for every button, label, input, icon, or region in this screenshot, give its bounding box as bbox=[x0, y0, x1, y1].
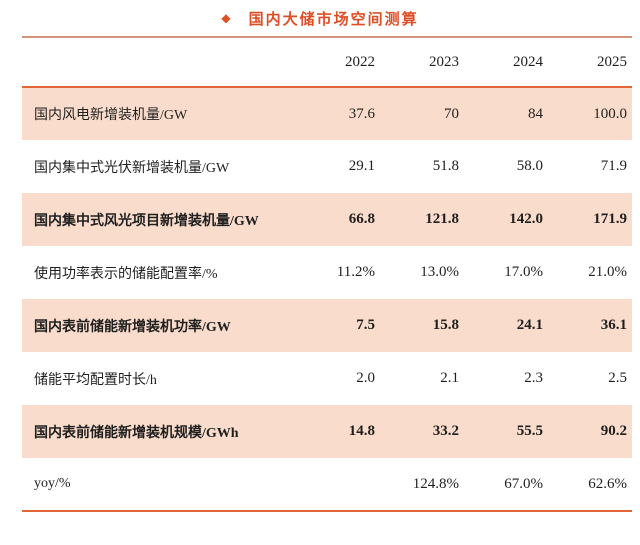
table-row: yoy/% 124.8% 67.0% 62.6% bbox=[22, 458, 632, 511]
cell-value: 71.9 bbox=[600, 158, 627, 174]
table-row: 国内表前储能新增装机功率/GW 7.5 15.8 24.1 36.1 bbox=[22, 299, 632, 352]
cell-value: 70 bbox=[444, 105, 459, 122]
table-row: 国内表前储能新增装机规模/GWh 14.8 33.2 55.5 90.2 bbox=[22, 405, 632, 458]
cell-value: 13.0% bbox=[420, 264, 459, 280]
cell-value: 66.8 bbox=[348, 211, 375, 227]
cell-value: 62.6% bbox=[588, 475, 627, 492]
corner-cell bbox=[22, 37, 296, 87]
year-header: 2024 bbox=[513, 53, 543, 70]
cell-value: 55.5 bbox=[516, 423, 543, 439]
cell-value: 2.1 bbox=[440, 370, 459, 386]
table-row: 国内风电新增装机量/GW 37.6 70 84 100.0 bbox=[22, 87, 632, 140]
cell-value: 36.1 bbox=[600, 317, 627, 333]
table-body: 国内风电新增装机量/GW 37.6 70 84 100.0 国内集中式光伏新增装机量/GW… bbox=[22, 87, 632, 511]
cell-value: 37.6 bbox=[348, 105, 375, 122]
title-text: 国内大储市场空间测算 bbox=[248, 11, 419, 28]
cell-value: 21.0% bbox=[588, 264, 627, 280]
cell-value: 7.5 bbox=[356, 317, 375, 333]
table-title: ◆ 国内大储市场空间测算 bbox=[0, 0, 640, 36]
row-label: yoy/% bbox=[34, 476, 71, 491]
cell-value: 24.1 bbox=[516, 317, 543, 333]
year-header: 2022 bbox=[345, 53, 375, 70]
row-label: 国内表前储能新增装机规模/GWh bbox=[34, 425, 239, 441]
cell-value: 90.2 bbox=[600, 423, 627, 439]
cell-value: 2.3 bbox=[524, 370, 543, 386]
table-head-row: 2022 2023 2024 2025 bbox=[22, 37, 632, 87]
cell-value: 67.0% bbox=[504, 475, 543, 492]
cell-value: 84 bbox=[528, 105, 543, 122]
row-label: 国内集中式风光项目新增装机量/GW bbox=[34, 213, 259, 229]
cell-value: 14.8 bbox=[348, 423, 375, 439]
cell-value: 11.2% bbox=[336, 264, 375, 280]
row-label: 国内风电新增装机量/GW bbox=[34, 108, 188, 123]
table-row: 国内集中式风光项目新增装机量/GW 66.8 121.8 142.0 171.9 bbox=[22, 193, 632, 246]
cell-value: 15.8 bbox=[432, 317, 459, 333]
row-label: 使用功率表示的储能配置率/% bbox=[34, 266, 218, 282]
row-label: 国内集中式光伏新增装机量/GW bbox=[34, 160, 230, 176]
cell-value: 2.0 bbox=[356, 370, 375, 386]
cell-value: 33.2 bbox=[432, 423, 459, 439]
cell-value: 17.0% bbox=[504, 264, 543, 280]
year-header: 2025 bbox=[597, 53, 627, 70]
cell-value: 58.0 bbox=[516, 158, 543, 174]
row-label: 储能平均配置时长/h bbox=[34, 372, 157, 388]
table-row: 国内集中式光伏新增装机量/GW 29.1 51.8 58.0 71.9 bbox=[22, 140, 632, 193]
cell-value: 100.0 bbox=[593, 105, 627, 122]
market-table: 2022 2023 2024 2025 国内风电新增装机量/GW 37.6 70 84 100… bbox=[22, 36, 632, 512]
table-row: 使用功率表示的储能配置率/% 11.2% 13.0% 17.0% 21.0% bbox=[22, 246, 632, 299]
cell-value: 29.1 bbox=[348, 158, 375, 174]
year-header: 2023 bbox=[429, 53, 459, 70]
diamond-bullet-icon: ◆ bbox=[221, 11, 231, 25]
cell-value bbox=[296, 458, 380, 511]
row-label: 国内表前储能新增装机功率/GW bbox=[34, 319, 231, 335]
table-row: 储能平均配置时长/h 2.0 2.1 2.3 2.5 bbox=[22, 352, 632, 405]
cell-value: 51.8 bbox=[432, 158, 459, 174]
cell-value: 171.9 bbox=[593, 211, 627, 227]
cell-value: 142.0 bbox=[509, 211, 543, 227]
market-table-container: 2022 2023 2024 2025 国内风电新增装机量/GW 37.6 70 84 100… bbox=[22, 36, 632, 512]
cell-value: 124.8% bbox=[412, 475, 459, 492]
cell-value: 121.8 bbox=[425, 211, 459, 227]
cell-value: 2.5 bbox=[608, 370, 627, 386]
